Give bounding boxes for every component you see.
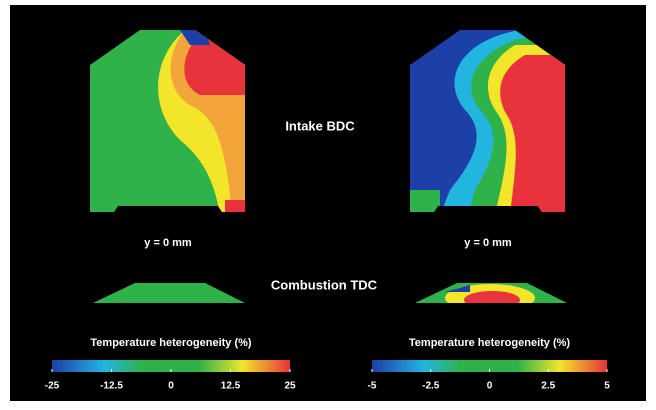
colorbar-title: Temperature heterogeneity (%) xyxy=(90,337,252,349)
row-label: Combustion TDC xyxy=(271,277,378,292)
panel-label: y = 0 mm xyxy=(144,237,192,249)
row-label: Intake BDC xyxy=(285,118,355,133)
tick-label: 12.5 xyxy=(221,381,241,392)
tick-label: -2.5 xyxy=(422,381,440,392)
tick-label: 5 xyxy=(604,381,610,392)
tick-label: 25 xyxy=(284,381,296,392)
tick-label: -12.5 xyxy=(100,381,123,392)
left-field xyxy=(90,30,245,212)
tick-label: 0 xyxy=(487,381,493,392)
tick-label: -5 xyxy=(368,381,377,392)
left-dome xyxy=(93,283,245,303)
tick-label: 2.5 xyxy=(541,381,555,392)
right-field xyxy=(410,30,565,212)
panel-label: y = 0 mm xyxy=(464,237,512,249)
right-dome xyxy=(415,283,567,303)
colorbar-title: Temperature heterogeneity (%) xyxy=(409,337,571,349)
tick-label: -25 xyxy=(45,381,60,392)
tick-label: 0 xyxy=(168,381,174,392)
